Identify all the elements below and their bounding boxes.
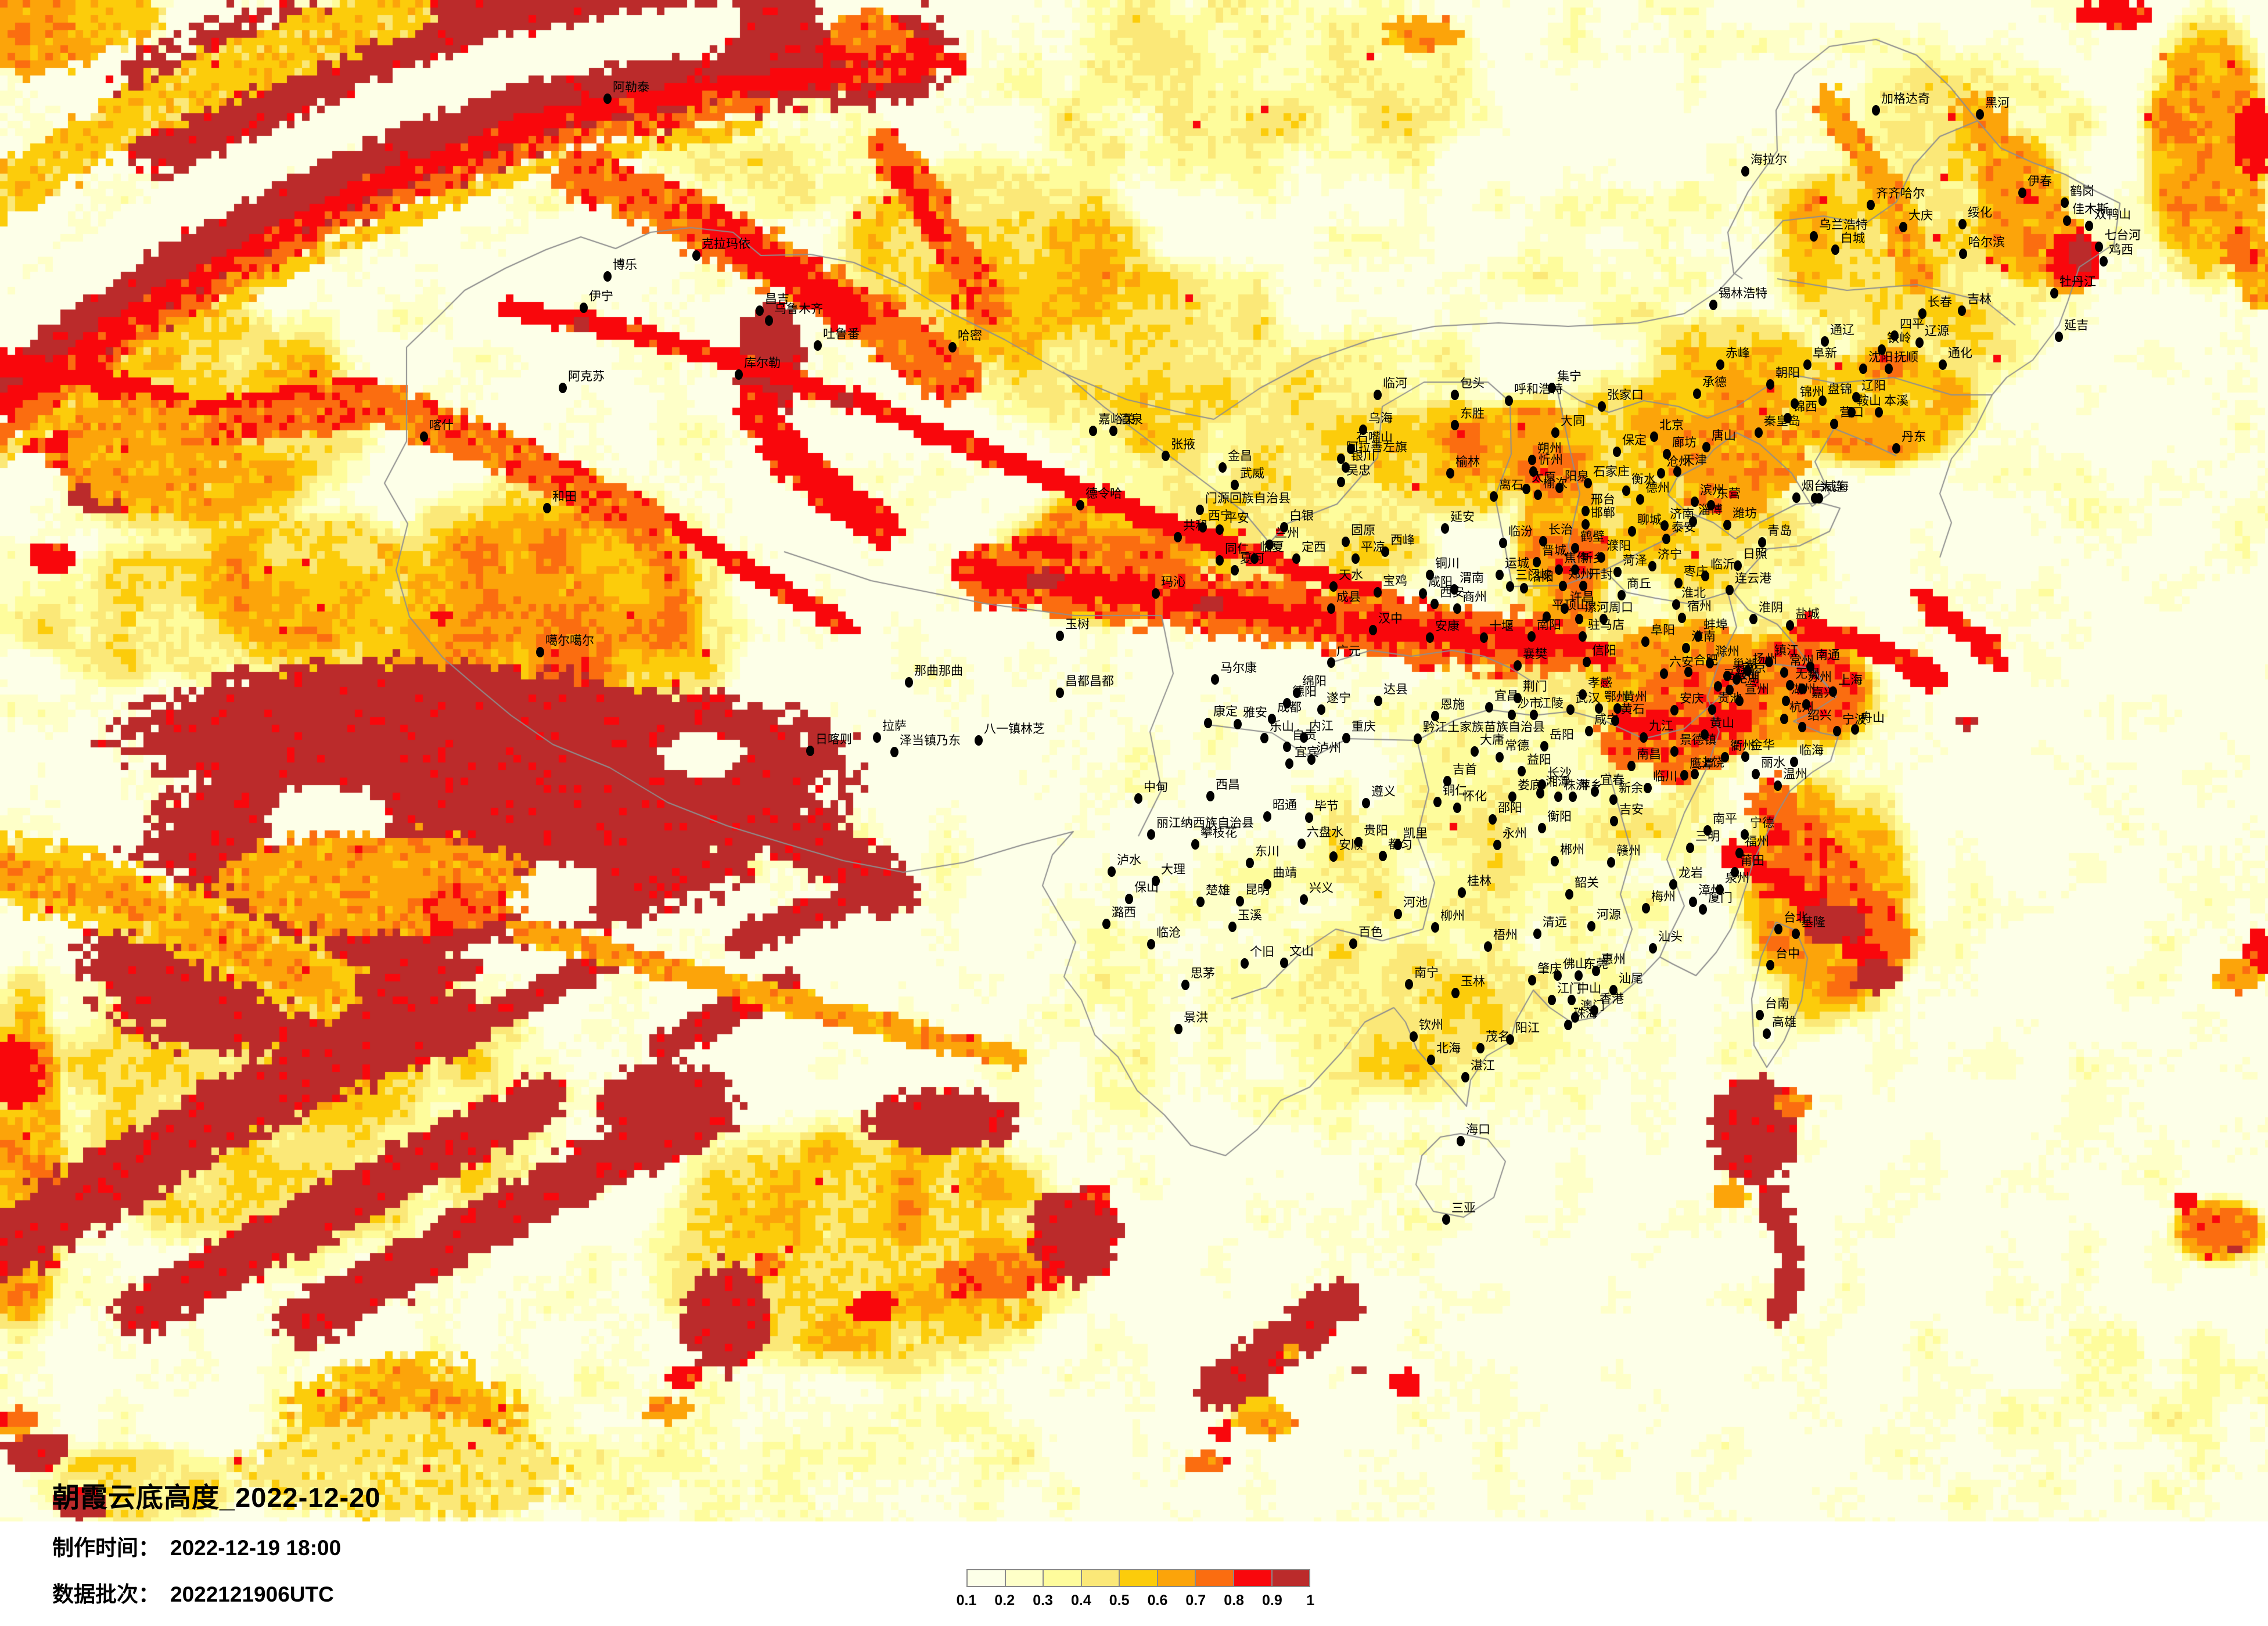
info-block: 朝霞云底高度_2022-12-20 制作时间： 2022-12-19 18:00 … xyxy=(52,1475,381,1608)
legend-cell xyxy=(1272,1570,1310,1586)
produce-time-line: 制作时间： 2022-12-19 18:00 xyxy=(52,1530,381,1562)
legend-tick-label: 0.8 xyxy=(1224,1592,1244,1609)
weather-map: 阿勒泰 克拉玛依 博乐 伊宁 昌吉 乌鲁木齐 吐鲁番 哈密 库尔勒 阿克苏 喀什 和田 噶尔噶尔 玉树 那曲… xyxy=(0,0,2268,1521)
legend-cell xyxy=(968,1570,1006,1586)
legend-cell xyxy=(1044,1570,1082,1586)
data-batch-line: 数据批次： 2022121906UTC xyxy=(52,1577,381,1608)
legend-tick-label: 0.6 xyxy=(1147,1592,1168,1609)
heatmap-canvas xyxy=(0,0,2268,1521)
legend-tick-label: 0.5 xyxy=(1109,1592,1130,1609)
legend-colorbar xyxy=(966,1569,1310,1587)
legend-cell xyxy=(1005,1570,1044,1586)
legend-cell xyxy=(1120,1570,1158,1586)
legend-cell xyxy=(1234,1570,1273,1586)
legend-tick-label: 0.9 xyxy=(1262,1592,1282,1609)
produce-time-label: 制作时间： xyxy=(52,1536,160,1560)
legend-tick-label: 1 xyxy=(1306,1592,1315,1609)
legend-tick-labels: 0.1 0.2 0.3 0.4 0.5 0.6 0.7 0.8 0.9 1 xyxy=(957,1592,1315,1610)
legend-tick-label: 0.4 xyxy=(1071,1592,1091,1609)
legend-cell xyxy=(1158,1570,1196,1586)
data-batch-label: 数据批次： xyxy=(52,1582,160,1606)
legend-cell xyxy=(1081,1570,1120,1586)
map-title: 朝霞云底高度_2022-12-20 xyxy=(52,1482,381,1513)
legend-tick-label: 0.7 xyxy=(1185,1592,1206,1609)
data-batch-value: 2022121906UTC xyxy=(170,1582,334,1606)
produce-time-value: 2022-12-19 18:00 xyxy=(170,1536,342,1560)
legend-tick-label: 0.1 xyxy=(956,1592,977,1609)
legend-tick-label: 0.3 xyxy=(1033,1592,1053,1609)
legend-cell xyxy=(1196,1570,1234,1586)
legend-tick-label: 0.2 xyxy=(994,1592,1015,1609)
color-legend: 0.1 0.2 0.3 0.4 0.5 0.6 0.7 0.8 0.9 1 xyxy=(957,1569,1314,1609)
